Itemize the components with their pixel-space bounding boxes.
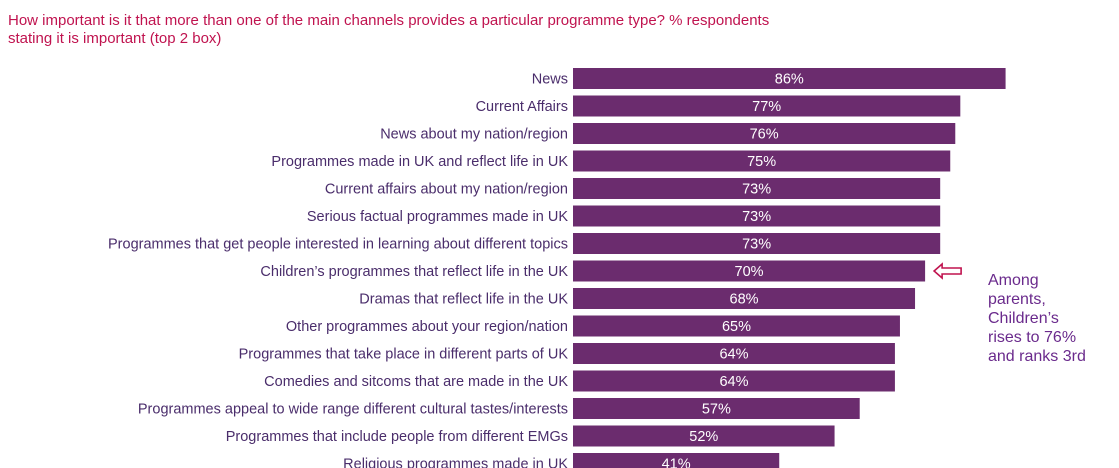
- value-label: 73%: [742, 209, 771, 225]
- category-label: Current Affairs: [476, 99, 568, 115]
- category-label: Programmes that get people interested in…: [108, 237, 568, 253]
- value-label: 76%: [750, 127, 779, 143]
- category-label: Dramas that reflect life in the UK: [359, 292, 568, 308]
- value-label: 52%: [689, 429, 718, 445]
- value-label: 65%: [722, 319, 751, 335]
- value-label: 75%: [747, 154, 776, 170]
- parents-callout: Among parents, Children’s rises to 76% and r…: [988, 271, 1118, 366]
- callout-line: and ranks 3rd: [988, 347, 1118, 366]
- value-label: 64%: [719, 347, 748, 363]
- category-label: Programmes appeal to wide range differen…: [138, 402, 568, 418]
- category-label: Children’s programmes that reflect life …: [260, 264, 568, 280]
- callout-line: Children’s: [988, 309, 1118, 328]
- arrow-shape: [934, 264, 961, 278]
- category-label: News: [532, 72, 568, 88]
- category-label: Religious programmes made in UK: [343, 457, 568, 468]
- value-label: 73%: [742, 182, 771, 198]
- category-label: Programmes that take place in different …: [239, 347, 569, 363]
- value-label: 64%: [719, 374, 748, 390]
- callout-line: parents,: [988, 290, 1118, 309]
- left-arrow-icon: [934, 264, 961, 278]
- value-label: 86%: [775, 72, 804, 88]
- category-label: News about my nation/region: [380, 127, 568, 143]
- category-label: Other programmes about your region/natio…: [286, 319, 568, 335]
- value-label: 77%: [752, 99, 781, 115]
- category-label: Current affairs about my nation/region: [325, 182, 568, 198]
- value-label: 41%: [662, 457, 691, 468]
- value-label: 57%: [702, 402, 731, 418]
- callout-line: rises to 76%: [988, 328, 1118, 347]
- category-label: Programmes that include people from diff…: [226, 429, 568, 445]
- value-label: 70%: [735, 264, 764, 280]
- value-label: 68%: [730, 292, 759, 308]
- category-label: Comedies and sitcoms that are made in th…: [264, 374, 568, 390]
- category-label: Programmes made in UK and reflect life i…: [271, 154, 568, 170]
- callout-line: Among: [988, 271, 1118, 290]
- bars-group: News 86% Current Affairs 77% News about my n…: [108, 68, 1006, 468]
- value-label: 73%: [742, 237, 771, 253]
- category-label: Serious factual programmes made in UK: [307, 209, 568, 225]
